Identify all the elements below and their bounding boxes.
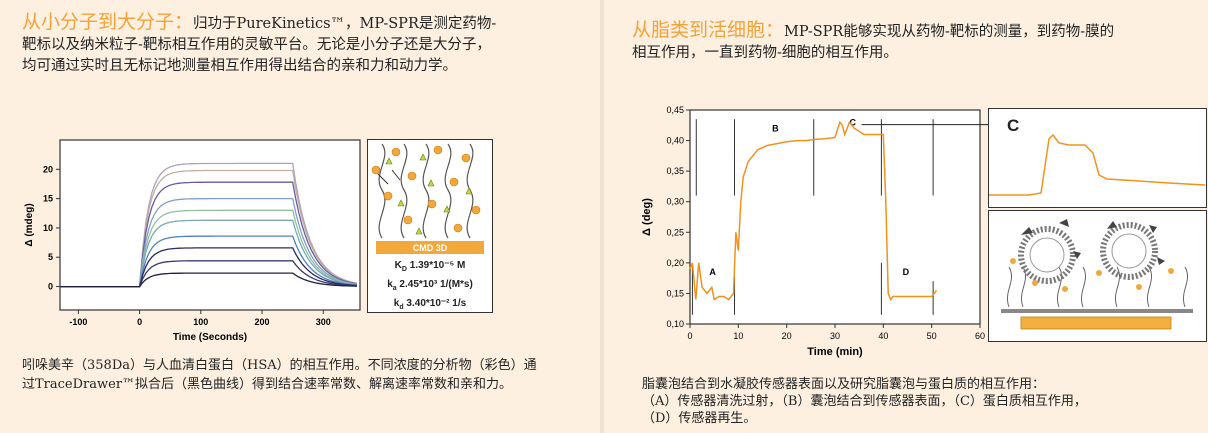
series-line xyxy=(60,260,357,288)
right-heading-highlight: 从脂类到活细胞： xyxy=(632,19,785,41)
left-caption-line2: 过TraceDrawer™拟合后（黑色曲线）得到结合速率常数、解离速率常数和亲和… xyxy=(22,377,513,392)
y-tick-label: 0,20 xyxy=(666,258,684,268)
left-caption: 吲哚美辛（358Da）与人血清白蛋白（HSA）的相互作用。不同浓度的分析物（彩色… xyxy=(22,356,592,394)
y-tick-label: 0,35 xyxy=(666,166,684,176)
panel-divider xyxy=(600,0,604,433)
series-line xyxy=(60,247,357,288)
kd-row: KD 1.39*10⁻⁵ M xyxy=(394,260,466,273)
y-tick-label: 10 xyxy=(43,223,53,233)
right-caption: 脂囊泡结合到水凝胶传感器表面以及研究脂囊泡与蛋白质的相互作用： （A）传感器清洗… xyxy=(642,376,1202,427)
plot-area xyxy=(59,139,361,311)
left-caption-line1: 吲哚美辛（358Da）与人血清白蛋白（HSA）的相互作用。不同浓度的分析物（彩色… xyxy=(22,358,537,373)
rate-constants: KD 1.39*10⁻⁵ M ka 2.45*10³ 1/(M*s) kd 3.… xyxy=(368,258,492,315)
right-heading-line1: MP-SPR能够实现从药物-靶标的测量，到药物-膜的 xyxy=(784,24,1115,40)
series-line xyxy=(689,120,938,301)
left-heading: 从小分子到大分子：归功于PureKinetics™，MP-SPR是测定药物- 靶… xyxy=(22,12,592,77)
y-tick-label: 0,30 xyxy=(666,197,684,207)
x-tick-label: 0 xyxy=(137,317,142,327)
y-axis-title: Δ (deg) xyxy=(641,198,653,236)
zoom-label: C xyxy=(1007,116,1019,135)
x-tick-label: 60 xyxy=(975,331,985,341)
y-tick-label: 0,10 xyxy=(666,319,684,329)
vesicle-right xyxy=(1100,222,1158,280)
x-tick-label: 40 xyxy=(878,331,888,341)
x-tick-label: -100 xyxy=(69,317,87,327)
series-line xyxy=(60,197,357,288)
y-axis-title: Δ (mdeg) xyxy=(24,203,35,246)
right-panel: 从脂类到活细胞：MP-SPR能够实现从药物-靶标的测量，到药物-膜的 相互作用，… xyxy=(604,0,1208,433)
y-tick-label: 0,25 xyxy=(666,227,684,237)
sensor-illustration: CMD 3D xyxy=(371,143,484,254)
kdis-row: kd 3.40*10⁻² 1/s xyxy=(393,298,467,311)
inset-surface-label: CMD 3D xyxy=(413,243,448,253)
phase-label-c: C xyxy=(850,117,857,127)
left-heading-line2: 靶标以及纳米粒子-靶标相互作用的灵敏平台。无论是小分子还是大分子， xyxy=(22,37,491,53)
x-tick-label: 50 xyxy=(927,331,937,341)
right-caption-line1: 脂囊泡结合到水凝胶传感器表面以及研究脂囊泡与蛋白质的相互作用： xyxy=(642,377,1046,392)
sensor-inset: CMD 3D KD 1.39*10⁻⁵ M ka 2.45*10³ 1/(M*s… xyxy=(367,139,493,313)
y-tick-label: 0 xyxy=(48,282,53,292)
x-tick-label: 200 xyxy=(255,317,270,327)
zoom-curve: C xyxy=(989,116,1206,196)
x-tick-label: 20 xyxy=(782,331,792,341)
zoom-inset: C xyxy=(988,108,1207,208)
vesicle-left xyxy=(1018,226,1076,284)
left-heading-line1: 归功于PureKinetics™，MP-SPR是测定药物- xyxy=(193,16,497,32)
right-heading: 从脂类到活细胞：MP-SPR能够实现从药物-靶标的测量，到药物-膜的 相互作用，… xyxy=(632,20,1202,64)
right-heading-line2: 相互作用，一直到药物-细胞的相互作用。 xyxy=(632,45,898,61)
x-tick-label: 100 xyxy=(193,317,208,327)
series-line xyxy=(60,272,357,288)
y-tick-label: 0,40 xyxy=(666,136,684,146)
left-panel: 从小分子到大分子：归功于PureKinetics™，MP-SPR是测定药物- 靶… xyxy=(0,0,600,433)
x-axis-title: Time (Seconds) xyxy=(173,332,247,343)
x-axis-title: Time (min) xyxy=(807,346,863,358)
x-tick-label: 10 xyxy=(733,331,743,341)
kinetics-chart: -100 0 100 200 300 0 5 10 15 20 Time (Seconds) Δ (m… xyxy=(24,139,361,343)
y-tick-label: 15 xyxy=(43,194,53,204)
left-heading-highlight: 从小分子到大分子： xyxy=(22,11,194,33)
y-tick-label: 0,45 xyxy=(666,105,684,115)
x-tick-label: 0 xyxy=(687,331,692,341)
lipid-chart: 0 10 20 30 40 50 60 0,10 0,15 0,20 0,25 0,30 0,35 0,4… xyxy=(641,105,998,358)
right-caption-line2: （A）传感器清洗过射，（B）囊泡结合到传感器表面，（C）蛋白质相互作用， xyxy=(642,394,1087,409)
ka-row: ka 2.45*10³ 1/(M*s) xyxy=(387,279,473,292)
phase-label-a: A xyxy=(709,267,716,277)
left-heading-line3: 均可通过实时且无标记地测量相互作用得出结合的亲和力和动力学。 xyxy=(22,58,457,74)
series-line xyxy=(60,181,358,288)
vesicle-illustration xyxy=(1001,219,1193,330)
series-line xyxy=(60,235,357,288)
x-tick-label: 30 xyxy=(830,331,840,341)
vesicle-inset xyxy=(988,210,1207,342)
phase-label-b: B xyxy=(772,123,779,133)
plot-area xyxy=(689,109,981,325)
phase-label-d: D xyxy=(903,267,910,277)
x-tick-label: 300 xyxy=(316,317,331,327)
right-caption-line3: （D）传感器再生。 xyxy=(642,411,757,426)
series-line xyxy=(60,219,357,288)
y-tick-label: 5 xyxy=(48,252,53,262)
y-tick-label: 0,15 xyxy=(666,288,684,298)
y-tick-label: 20 xyxy=(43,164,53,174)
